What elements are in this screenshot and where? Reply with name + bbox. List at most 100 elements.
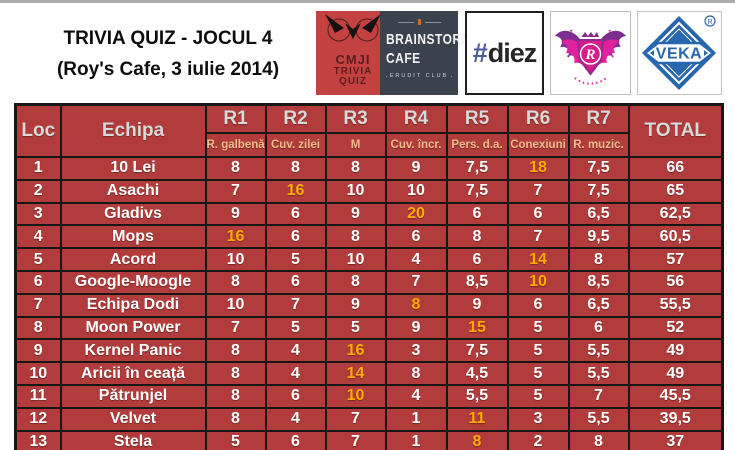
team-name-cell: Velvet xyxy=(59,406,207,432)
rank-cell: 1 xyxy=(14,156,62,181)
team-name-cell: Gladivs xyxy=(59,201,207,227)
score-cell-r3: 10 xyxy=(324,383,387,409)
col-header-r7: R7 xyxy=(567,103,630,134)
score-cell-r5: 4,5 xyxy=(445,361,509,386)
cmji-line1: CMJI xyxy=(335,52,371,67)
score-cell-r6: 7 xyxy=(506,224,570,250)
score-cell-r6: 5 xyxy=(506,361,570,386)
table-row: 5 Acord 10 5 10 4 6 14 8 57 xyxy=(14,247,724,272)
score-cell-r2: 4 xyxy=(264,338,327,364)
score-cell-r6: 7 xyxy=(506,178,570,204)
col-header-loc: Loc xyxy=(14,103,62,158)
score-cell-r6: 14 xyxy=(506,247,570,272)
logo-roys-cafe: R xyxy=(550,11,631,95)
team-name-cell: 10 Lei xyxy=(59,156,207,181)
col-header-r4: R4 xyxy=(384,103,448,134)
score-cell-r7: 9,5 xyxy=(567,224,630,250)
score-cell-r3: 8 xyxy=(324,224,387,250)
subheader-r3: M xyxy=(324,132,387,158)
team-name-cell: Kernel Panic xyxy=(59,338,207,364)
svg-text:R: R xyxy=(584,47,595,63)
total-cell: 60,5 xyxy=(627,224,724,250)
dash-right2 xyxy=(451,75,452,77)
subheader-r4: Cuv. încr. xyxy=(384,132,448,158)
score-cell-r3: 7 xyxy=(324,406,387,432)
veka-diamond-icon: VEKA R xyxy=(642,15,716,90)
score-cell-r1: 8 xyxy=(204,338,267,364)
total-cell: 56 xyxy=(627,269,724,295)
score-cell-r2: 8 xyxy=(264,156,327,181)
table-row: 2 Asachi 7 16 10 10 7,5 7 7,5 65 xyxy=(14,178,724,204)
score-cell-r1: 8 xyxy=(204,383,267,409)
score-cell-r5: 7,5 xyxy=(445,156,509,181)
rank-cell: 6 xyxy=(14,269,62,295)
rank-cell: 7 xyxy=(14,292,62,318)
cmji-logo-text: CMJI TRIVIA QUIZ xyxy=(316,53,390,88)
logo-brainstorm-cafe: BRAINSTORM CAFE ERUDIT CLUB xyxy=(380,11,472,95)
score-cell-r7: 8 xyxy=(567,247,630,272)
score-cell-r3: 9 xyxy=(324,292,387,318)
score-cell-r6: 5 xyxy=(506,338,570,364)
page-title: TRIVIA QUIZ - JOCUL 4 (Roy's Cafe, 3 iul… xyxy=(18,23,318,85)
subheader-r5: Pers. d.a. xyxy=(445,132,509,158)
score-cell-r4: 1 xyxy=(384,406,448,432)
score-cell-r2: 16 xyxy=(264,178,327,204)
score-cell-r3: 10 xyxy=(324,247,387,272)
subheader-r6: Conexiuni xyxy=(506,132,570,158)
score-cell-r4: 4 xyxy=(384,247,448,272)
logo-diez: # diez xyxy=(465,11,544,95)
results-table: Loc Echipa R1 R2 R3 R4 R5 R6 R7 TOTAL R.… xyxy=(14,103,724,450)
score-cell-r1: 5 xyxy=(204,429,267,450)
total-cell: 45,5 xyxy=(627,383,724,409)
score-cell-r4: 10 xyxy=(384,178,448,204)
score-cell-r2: 4 xyxy=(264,406,327,432)
erudit-club-label: ERUDIT CLUB xyxy=(389,73,449,79)
hashtag-icon: # xyxy=(472,37,488,68)
spark-icon xyxy=(417,19,421,25)
score-cell-r1: 9 xyxy=(204,201,267,227)
score-cell-r1: 7 xyxy=(204,178,267,204)
score-cell-r4: 9 xyxy=(384,315,448,341)
score-cell-r1: 7 xyxy=(204,315,267,341)
score-cell-r2: 6 xyxy=(264,224,327,250)
score-cell-r2: 5 xyxy=(264,247,327,272)
score-cell-r5: 9 xyxy=(445,292,509,318)
score-cell-r5: 6 xyxy=(445,201,509,227)
table-row: 13 Stela 5 6 7 1 8 2 8 37 xyxy=(14,429,724,450)
total-cell: 37 xyxy=(627,429,724,450)
subheader-r2: Cuv. zilei xyxy=(264,132,327,158)
diez-word: diez xyxy=(487,37,538,68)
score-cell-r4: 20 xyxy=(384,201,448,227)
total-cell: 57 xyxy=(627,247,724,272)
rank-cell: 5 xyxy=(14,247,62,272)
score-cell-r3: 9 xyxy=(324,201,387,227)
subheader-r1: R. galbenă xyxy=(204,132,267,158)
results-tbody: 1 10 Lei 8 8 8 9 7,5 18 7,5 66 2 Asachi 7 16 10 10 7,5 7 7… xyxy=(14,156,724,450)
score-cell-r6: 5 xyxy=(506,315,570,341)
score-cell-r4: 3 xyxy=(384,338,448,364)
score-cell-r5: 11 xyxy=(445,406,509,432)
score-cell-r7: 8,5 xyxy=(567,269,630,295)
score-cell-r4: 9 xyxy=(384,156,448,181)
col-header-echipa: Echipa xyxy=(59,103,207,158)
score-cell-r2: 6 xyxy=(264,383,327,409)
score-cell-r1: 8 xyxy=(204,269,267,295)
score-cell-r2: 7 xyxy=(264,292,327,318)
table-row: 7 Echipa Dodi 10 7 9 8 9 6 6,5 55,5 xyxy=(14,292,724,318)
score-cell-r4: 8 xyxy=(384,292,448,318)
score-cell-r5: 8,5 xyxy=(445,269,509,295)
score-cell-r3: 5 xyxy=(324,315,387,341)
logo-veka: VEKA R xyxy=(637,11,722,95)
rank-cell: 11 xyxy=(14,383,62,409)
score-cell-r3: 10 xyxy=(324,178,387,204)
score-cell-r5: 15 xyxy=(445,315,509,341)
rank-cell: 3 xyxy=(14,201,62,227)
table-row: 3 Gladivs 9 6 9 20 6 6 6,5 62,5 xyxy=(14,201,724,227)
score-cell-r6: 6 xyxy=(506,201,570,227)
score-cell-r6: 6 xyxy=(506,292,570,318)
score-cell-r2: 6 xyxy=(264,269,327,295)
team-name-cell: Aricii în ceață xyxy=(59,361,207,386)
total-cell: 65 xyxy=(627,178,724,204)
table-row: 12 Velvet 8 4 7 1 11 3 5,5 39,5 xyxy=(14,406,724,432)
col-header-r2: R2 xyxy=(264,103,327,134)
